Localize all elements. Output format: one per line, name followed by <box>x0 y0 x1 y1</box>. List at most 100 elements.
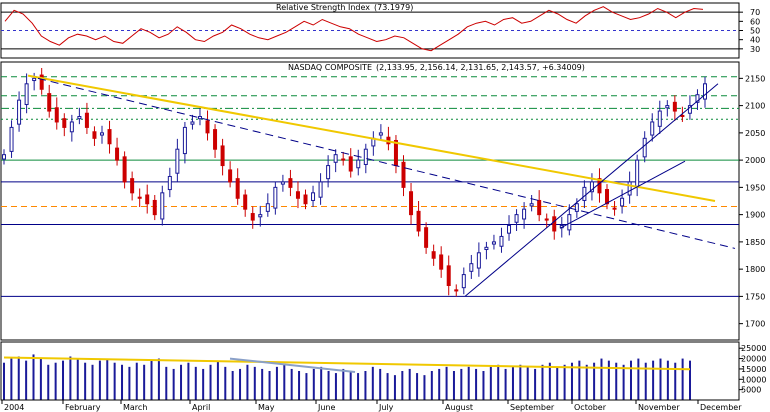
price-candle-body <box>92 131 97 139</box>
price-candle-body <box>363 148 368 165</box>
price-candle-body <box>522 208 527 220</box>
volume-bar <box>489 366 492 400</box>
volume-bar <box>430 371 433 400</box>
volume-bar <box>570 362 573 400</box>
price-candle-body <box>491 241 496 245</box>
volume-bar <box>135 362 138 400</box>
rsi-tick-label: 70 <box>750 8 760 17</box>
price-candle-body <box>348 156 353 172</box>
price-candle-body <box>620 197 625 207</box>
x-tick-label: August <box>445 403 473 412</box>
volume-bar <box>47 364 50 400</box>
price-frame <box>0 61 740 341</box>
rsi-tick-label: 60 <box>750 17 760 26</box>
price-candle-body <box>235 178 240 199</box>
price-candle-body <box>461 274 466 289</box>
price-candle-body <box>311 192 316 201</box>
volume-bar <box>275 366 278 400</box>
volume-bar <box>113 362 116 400</box>
volume-bar <box>548 362 551 400</box>
price-candle-body <box>393 139 398 167</box>
volume-bar <box>224 366 227 400</box>
price-candle-body <box>2 154 6 160</box>
volume-bar <box>578 360 581 400</box>
x-tick-label: June <box>317 403 336 412</box>
volume-bar <box>607 360 610 400</box>
price-candle-body <box>213 129 218 150</box>
price-tick-label: 1900 <box>745 211 765 220</box>
price-candle-body <box>476 252 481 269</box>
volume-bar <box>202 368 205 400</box>
volume-bar <box>637 358 640 400</box>
price-candle-body <box>424 227 429 248</box>
volume-bar <box>62 360 65 400</box>
volume-bar <box>408 368 411 400</box>
volume-bar <box>593 362 596 400</box>
volume-bar <box>180 364 183 400</box>
price-candle-body <box>416 210 421 232</box>
volume-bar <box>76 358 79 400</box>
volume-bar <box>253 366 256 400</box>
price-candle-body <box>657 110 662 127</box>
price-candle-body <box>17 99 22 125</box>
price-candle-body <box>537 199 542 216</box>
volume-bar <box>128 366 131 400</box>
volume-bar <box>357 373 360 400</box>
volume-bar <box>39 358 42 400</box>
volume-bar <box>165 366 168 400</box>
price-candle-body <box>160 192 165 220</box>
volume-bar <box>681 358 684 400</box>
volume-bar <box>334 373 337 400</box>
volume-bar <box>600 358 603 400</box>
volume-bar <box>511 366 514 400</box>
price-candle-body <box>431 251 436 259</box>
volume-bar <box>157 358 160 400</box>
volume-bar <box>305 373 308 400</box>
volume-bar <box>541 364 544 400</box>
price-candle-body <box>220 145 225 167</box>
volume-bar <box>187 362 190 400</box>
price-candle-body <box>197 116 202 120</box>
volume-bar <box>674 362 677 400</box>
price-candle-body <box>228 169 233 183</box>
price-candle-body <box>665 105 670 109</box>
price-candle-body <box>409 191 414 216</box>
price-candle-body <box>341 158 346 161</box>
price-candle-body <box>77 116 82 120</box>
price-candle-body <box>642 137 647 158</box>
volume-bar <box>3 362 5 400</box>
x-tick-label: July <box>378 403 394 412</box>
volume-bar <box>25 360 28 400</box>
volume-bar <box>32 354 35 400</box>
price-candle-body <box>627 181 632 196</box>
price-candle-body <box>333 154 338 163</box>
price-candle-body <box>273 186 278 209</box>
price-candle-body <box>205 120 210 134</box>
volume-bar <box>106 358 109 400</box>
price-candle-body <box>84 112 89 128</box>
price-candle-body <box>137 196 142 199</box>
volume-bar <box>84 362 87 400</box>
volume-bar <box>10 358 13 400</box>
price-tick-label: 1750 <box>745 292 765 301</box>
price-candle-body <box>190 121 195 125</box>
price-trendline <box>27 74 716 202</box>
volume-bar <box>519 364 522 400</box>
volume-bar <box>371 366 374 400</box>
volume-bar <box>364 371 367 400</box>
volume-tick-label: 15000 <box>741 365 766 374</box>
price-candle-body <box>378 132 383 136</box>
volume-bar <box>342 368 345 400</box>
price-candle-body <box>122 156 127 183</box>
volume-bar <box>17 356 20 400</box>
volume-bar <box>504 368 507 400</box>
x-tick-label: December <box>700 403 742 412</box>
price-candle-body <box>401 161 406 188</box>
volume-bar <box>452 371 455 400</box>
price-candle-body <box>356 159 361 169</box>
volume-tick-label: 5000 <box>741 386 761 395</box>
volume-bar <box>91 364 94 400</box>
volume-bar <box>143 364 146 400</box>
volume-bar <box>312 368 315 400</box>
volume-bar <box>121 364 124 400</box>
